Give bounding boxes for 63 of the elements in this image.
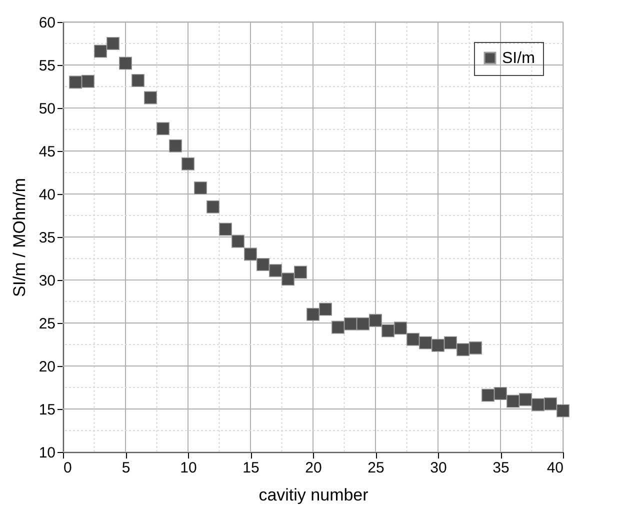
x-tick-label: 35 — [492, 460, 510, 476]
x-tick-label: 20 — [305, 460, 322, 476]
point — [531, 398, 545, 412]
y-tick-label: 45 — [38, 144, 56, 160]
point — [356, 317, 370, 330]
y-tick-label: 10 — [38, 444, 56, 462]
point — [418, 336, 432, 350]
point — [68, 76, 82, 89]
point — [368, 314, 382, 327]
point — [168, 139, 182, 152]
y-tick-label: 40 — [38, 186, 56, 204]
point — [256, 258, 270, 272]
point — [506, 394, 520, 408]
x-tick-label: 10 — [180, 460, 197, 476]
point — [218, 222, 232, 236]
y-tick-label: 15 — [38, 402, 56, 418]
point — [231, 234, 245, 248]
point — [294, 266, 308, 279]
y-tick-label: 25 — [38, 316, 56, 332]
point — [481, 388, 495, 402]
point — [106, 36, 120, 50]
point — [118, 56, 132, 70]
x-tick-label: 15 — [242, 460, 260, 476]
point — [394, 322, 408, 335]
x-tick-label: 30 — [430, 460, 447, 476]
y-tick-label: 50 — [38, 100, 56, 118]
point — [194, 181, 208, 195]
y-tick-label: 55 — [38, 58, 56, 74]
x-axis-title: cavitiy number — [258, 486, 369, 504]
point — [544, 397, 558, 410]
point — [281, 272, 295, 286]
point — [318, 302, 332, 316]
point — [494, 386, 508, 400]
point — [406, 332, 420, 346]
point — [206, 200, 220, 214]
point — [431, 338, 445, 352]
x-tick-label: 5 — [122, 460, 130, 476]
legend-label: SI/m — [502, 50, 535, 67]
y-axis-title: SI/m / MOhm/m — [10, 178, 29, 297]
point — [518, 393, 532, 406]
point — [131, 74, 145, 88]
y-tick-label: 20 — [38, 358, 56, 376]
point — [244, 248, 258, 261]
x-tick-label: 40 — [546, 460, 564, 476]
point — [444, 336, 458, 350]
x-tick-label: 25 — [368, 460, 384, 476]
point — [144, 91, 158, 104]
point — [381, 324, 395, 338]
point — [306, 308, 320, 321]
point — [268, 264, 282, 278]
point — [556, 404, 570, 418]
point — [181, 157, 195, 170]
y-tick-label: 30 — [38, 272, 56, 290]
point — [94, 44, 108, 58]
point — [331, 320, 345, 334]
point — [156, 122, 170, 136]
point — [468, 341, 482, 354]
point — [81, 74, 95, 88]
y-tick-label: 35 — [38, 230, 56, 246]
y-tick-label: 60 — [38, 14, 56, 32]
x-tick-label: 0 — [64, 460, 72, 476]
point — [456, 343, 470, 356]
point — [344, 317, 358, 330]
